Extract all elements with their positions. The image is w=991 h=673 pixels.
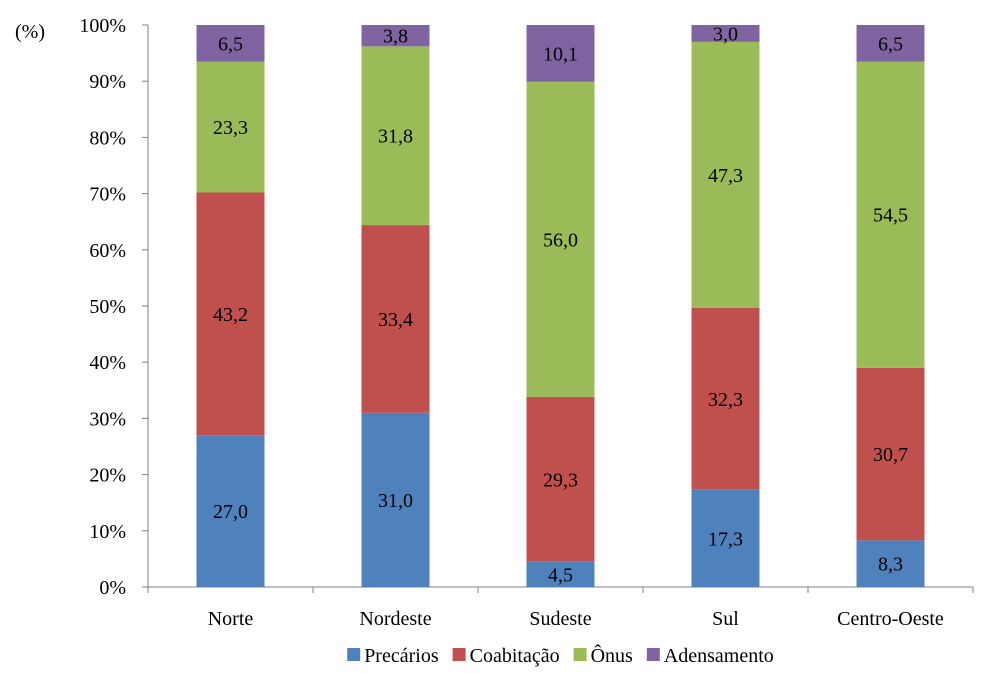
bar-segment (196, 25, 265, 62)
data-label: 31,0 (378, 490, 413, 512)
bar-segment (691, 41, 760, 308)
axes: 0% 10% 20% 30% 40% 50% 60% 70% 80% 90% 100% Norte No… (79, 15, 974, 630)
y-tick-label: 10% (89, 521, 126, 543)
y-tick-label: 60% (89, 240, 126, 262)
data-label: 27,0 (213, 501, 248, 523)
legend-label: Ônus (591, 643, 633, 667)
data-label: 6,5 (218, 33, 243, 55)
data-label: 47,3 (708, 165, 743, 187)
data-labels: 27,0 43,2 23,3 6,5 31,0 33,4 31,8 3,8 4,5 29,3 56,… (213, 23, 908, 586)
bar-segment (526, 561, 595, 587)
y-tick-label: 80% (89, 127, 126, 149)
bar-segment (526, 396, 595, 562)
data-label: 43,2 (213, 304, 248, 326)
bar-segment (361, 25, 430, 47)
legend-swatch (646, 648, 660, 661)
bar-segment (196, 192, 265, 436)
data-label: 3,8 (383, 26, 408, 48)
bar-segment (856, 25, 925, 62)
data-label: 56,0 (543, 229, 578, 251)
data-label: 4,5 (548, 564, 573, 586)
data-label: 33,4 (378, 309, 413, 331)
x-tick-label: Centro-Oeste (837, 608, 944, 630)
bar-segment (361, 225, 430, 413)
data-label: 30,7 (873, 444, 908, 466)
legend-label: Precários (364, 645, 439, 667)
x-tick-label: Norte (208, 608, 254, 630)
data-label: 29,3 (543, 469, 578, 491)
bar-segment (856, 367, 925, 541)
legend-swatch (347, 648, 361, 661)
bar-segment (691, 25, 760, 42)
data-label: 3,0 (713, 23, 738, 45)
y-tick-label: 100% (79, 15, 126, 37)
legend-label: Adensamento (664, 645, 774, 667)
data-label: 10,1 (543, 43, 578, 65)
data-label: 23,3 (213, 117, 248, 139)
x-tick-label: Nordeste (359, 608, 431, 630)
y-tick-label: 50% (89, 296, 126, 318)
x-tick-label: Sudeste (529, 608, 591, 630)
bar-segment (196, 61, 265, 193)
data-label: 6,5 (878, 33, 903, 55)
bar-segment (856, 61, 925, 368)
y-tick-label: 90% (89, 71, 126, 93)
bar-segment (856, 540, 925, 587)
bar-segment (196, 435, 265, 587)
y-tick-label: 0% (99, 577, 126, 599)
bar-segment (526, 25, 595, 82)
legend-swatch (452, 648, 466, 661)
data-label: 8,3 (878, 554, 903, 576)
legend-swatch (573, 648, 587, 661)
y-tick-label: 40% (89, 352, 126, 374)
y-tick-label: 70% (89, 184, 126, 206)
data-label: 32,3 (708, 389, 743, 411)
legend: Precários Coabitação Ônus Adensamento (347, 643, 774, 667)
y-tick-label: 20% (89, 465, 126, 487)
legend-label: Coabitação (470, 645, 560, 667)
bar-segment (361, 412, 430, 587)
bar-segment (361, 46, 430, 226)
x-tick-label: Sul (712, 608, 739, 630)
bar-segment (691, 489, 760, 587)
y-tick-label: 30% (89, 408, 126, 430)
bar-segment (526, 81, 595, 397)
unit-label: (%) (15, 21, 45, 43)
data-label: 54,5 (873, 205, 908, 227)
data-label: 31,8 (378, 126, 413, 148)
data-label: 17,3 (708, 528, 743, 550)
bars (196, 25, 925, 587)
bar-segment (691, 307, 760, 490)
